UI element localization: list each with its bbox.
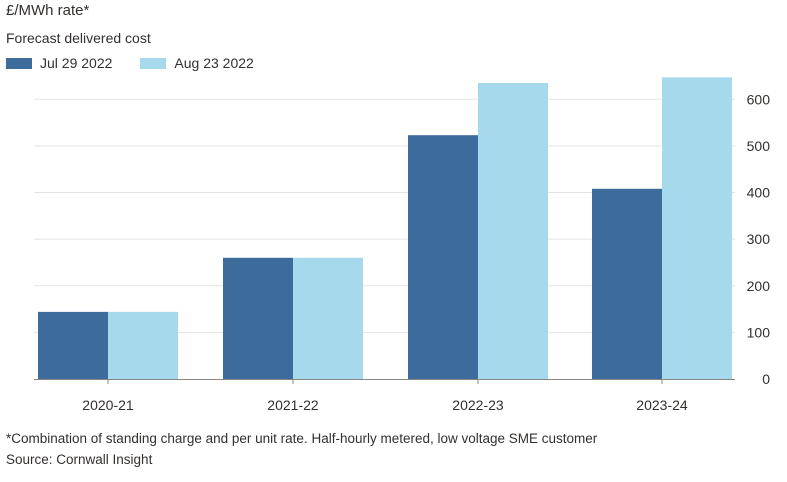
chart-title: £/MWh rate* [6, 2, 90, 19]
legend-label-series-2: Aug 23 2022 [174, 55, 254, 71]
y-tick-label: 300 [747, 231, 771, 247]
bar-1-2021-22 [223, 257, 293, 379]
bar-2-2020-21 [108, 311, 178, 379]
bar-2-2021-22 [293, 257, 363, 379]
y-tick-label: 0 [762, 371, 770, 387]
legend-item-series-2: Aug 23 2022 [140, 55, 254, 71]
legend-swatch-series-1 [6, 57, 32, 69]
x-tick-label: 2021-22 [267, 397, 319, 413]
bar-2-2023-24 [662, 77, 732, 380]
bar-1-2022-23 [408, 135, 478, 379]
legend-swatch-series-2 [140, 57, 167, 69]
bar-1-2020-21 [38, 311, 108, 379]
chart-source: Source: Cornwall Insight [6, 452, 153, 467]
x-tick-label: 2023-24 [636, 397, 688, 413]
y-tick-label: 400 [747, 185, 771, 201]
legend-label-series-1: Jul 29 2022 [40, 55, 113, 71]
chart-subtitle: Forecast delivered cost [6, 30, 151, 46]
chart-footnote: *Combination of standing charge and per … [6, 431, 598, 446]
x-tick-label: 2020-21 [82, 397, 134, 413]
chart-legend: Jul 29 2022 Aug 23 2022 [6, 55, 282, 71]
y-tick-label: 200 [747, 278, 771, 294]
legend-item-series-1: Jul 29 2022 [6, 55, 112, 71]
x-tick-label: 2022-23 [452, 397, 504, 413]
y-tick-label: 600 [747, 91, 771, 107]
bar-2-2022-23 [478, 82, 548, 380]
bar-1-2023-24 [592, 188, 662, 379]
y-tick-label: 100 [747, 324, 771, 340]
y-tick-label: 500 [747, 138, 771, 154]
